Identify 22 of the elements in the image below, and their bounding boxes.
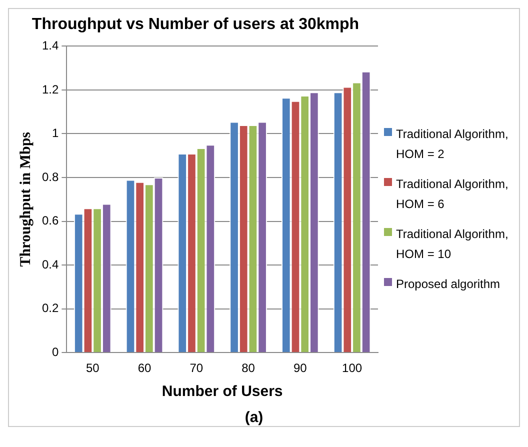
y-tick-label: 0 <box>52 344 59 359</box>
x-tick-label: 100 <box>342 361 362 376</box>
x-tick-label: 80 <box>242 361 256 376</box>
text: (a) <box>244 409 264 426</box>
x-tick-label: 50 <box>86 361 100 376</box>
x-tick-label: 70 <box>190 361 204 376</box>
x-tick-label: 90 <box>293 361 308 376</box>
y-tick-label: 0.4 <box>42 257 59 272</box>
legend-label: Traditional Algorithm, HOM = 2 <box>396 126 510 163</box>
y-tick-label: 0.6 <box>42 214 59 228</box>
y-tick-label: 1 <box>52 126 59 140</box>
x-axis-title: Number of Users <box>162 383 283 400</box>
legend-label: Traditional Algorithm, HOM = 6 <box>396 176 510 213</box>
y-axis-title: Throughput in Mbps <box>18 132 34 267</box>
legend-label: Traditional Algorithm, HOM = 10 <box>396 226 510 263</box>
y-tick-label: 1.4 <box>42 38 59 53</box>
y-tick-label: 1.2 <box>42 82 59 96</box>
chart-title: Throughput vs Number of users at 30kmph <box>32 16 360 34</box>
legend-label: Proposed algorithm <box>396 276 500 293</box>
x-tick-label: 60 <box>138 361 152 376</box>
y-tick-label: 0.2 <box>42 301 59 316</box>
y-tick-label: 0.8 <box>42 170 59 184</box>
